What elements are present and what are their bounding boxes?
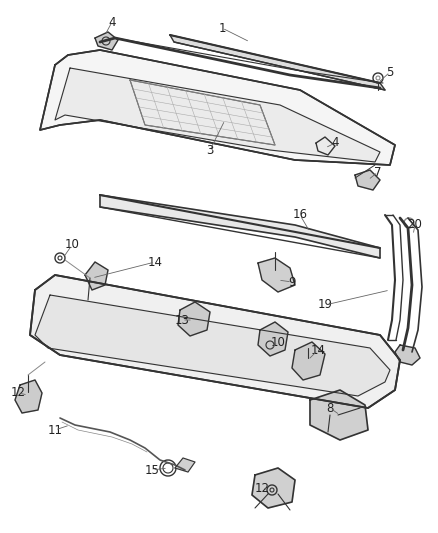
Polygon shape (175, 458, 195, 472)
Text: 13: 13 (175, 313, 190, 327)
Polygon shape (100, 195, 380, 258)
Text: 20: 20 (408, 219, 422, 231)
Polygon shape (316, 137, 335, 155)
Polygon shape (355, 170, 380, 190)
Text: 1: 1 (218, 21, 226, 35)
Text: 4: 4 (331, 136, 339, 149)
Polygon shape (85, 262, 108, 290)
Text: 16: 16 (293, 208, 307, 222)
Text: 11: 11 (47, 424, 63, 437)
Text: 4: 4 (108, 15, 116, 28)
Text: 10: 10 (64, 238, 79, 252)
Text: 9: 9 (288, 276, 296, 288)
Polygon shape (95, 32, 118, 50)
Polygon shape (55, 68, 380, 162)
Polygon shape (258, 258, 295, 292)
Polygon shape (170, 35, 385, 90)
Text: 15: 15 (145, 464, 159, 477)
Polygon shape (395, 345, 420, 365)
Polygon shape (252, 468, 295, 508)
Text: 10: 10 (271, 335, 286, 349)
Text: 14: 14 (311, 343, 325, 357)
Polygon shape (130, 80, 275, 145)
Polygon shape (310, 390, 368, 440)
Polygon shape (178, 302, 210, 336)
Text: 7: 7 (374, 166, 382, 179)
Text: 12: 12 (254, 481, 269, 495)
Polygon shape (292, 342, 325, 380)
Text: 8: 8 (326, 401, 334, 415)
Polygon shape (15, 380, 42, 413)
Polygon shape (40, 50, 395, 165)
Polygon shape (30, 275, 400, 408)
Polygon shape (258, 322, 288, 356)
Polygon shape (35, 295, 390, 396)
Text: 14: 14 (148, 255, 162, 269)
Text: 3: 3 (206, 143, 214, 157)
Text: 12: 12 (11, 386, 25, 400)
Text: 19: 19 (318, 298, 332, 311)
Text: 5: 5 (386, 66, 394, 78)
